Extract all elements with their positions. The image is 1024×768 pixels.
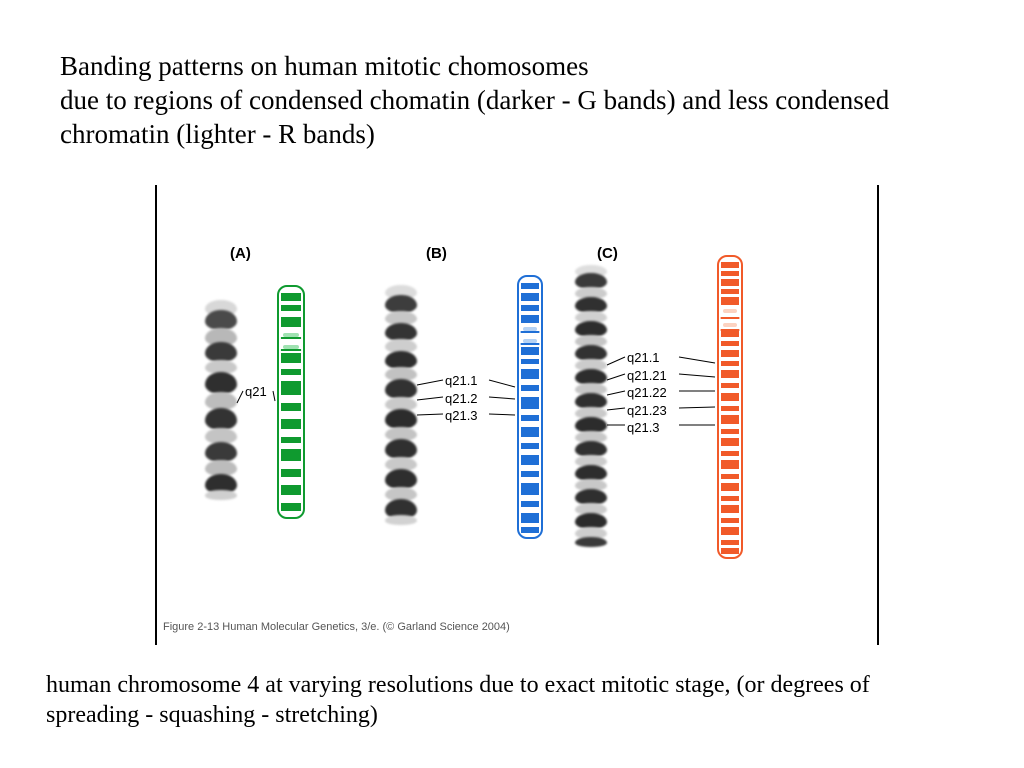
figure-frame: (A)(B)(C)q21q21.1q21.2q21.3q21.1q21.21q2… — [155, 185, 879, 645]
title-line-1: Banding patterns on human mitotic chomos… — [60, 51, 589, 81]
title-line-2: due to regions of condensed chomatin (da… — [60, 85, 889, 149]
figure-caption: Figure 2-13 Human Molecular Genetics, 3/… — [163, 621, 510, 633]
lead-lines — [157, 185, 877, 645]
slide-footer: human chromosome 4 at varying resolution… — [46, 670, 956, 730]
slide-title: Banding patterns on human mitotic chomos… — [60, 50, 920, 151]
footer-text: human chromosome 4 at varying resolution… — [46, 672, 870, 728]
